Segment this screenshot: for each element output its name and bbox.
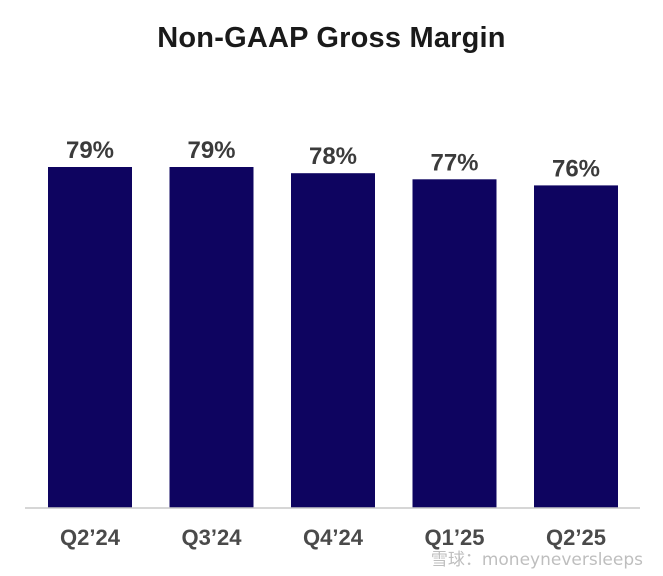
bar-3	[291, 173, 375, 509]
bar-2	[169, 167, 254, 508]
value-labels-group: 79% 79% 78% 77% 76%	[66, 137, 600, 182]
x-tick-label-3: Q4’24	[303, 525, 364, 550]
chart-title: Non-GAAP Gross Margin	[157, 22, 506, 54]
bar-4	[412, 179, 497, 509]
bars-group	[48, 167, 618, 509]
x-tick-label-2: Q3’24	[182, 525, 243, 550]
data-label-3: 78%	[309, 143, 357, 170]
data-label-1: 79%	[66, 137, 114, 164]
x-tick-label-5: Q2’25	[546, 525, 606, 550]
data-label-5: 76%	[552, 155, 600, 182]
x-tick-label-1: Q2’24	[60, 525, 121, 550]
data-label-4: 77%	[430, 149, 478, 176]
watermark: 雪球：moneyneversleeps	[430, 550, 643, 570]
data-label-2: 79%	[187, 137, 235, 164]
x-tick-label-4: Q1’25	[425, 525, 485, 550]
x-axis-tick-labels: Q2’24 Q3’24 Q4’24 Q1’25 Q2’25	[60, 525, 606, 550]
bar-5	[534, 185, 618, 508]
bar-1	[48, 167, 132, 508]
